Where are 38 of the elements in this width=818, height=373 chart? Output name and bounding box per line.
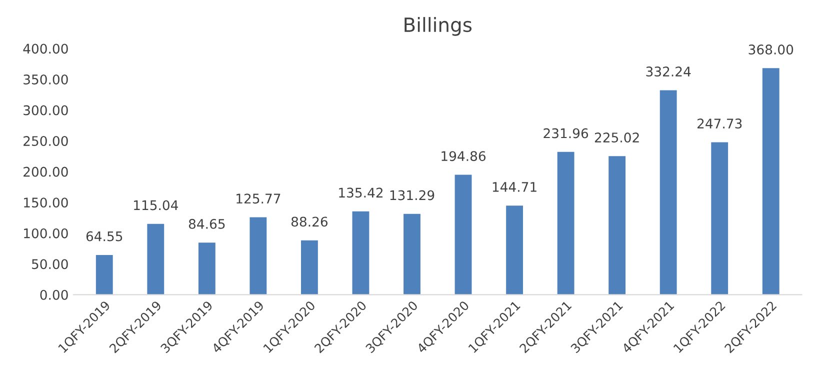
data-label: 88.26 — [291, 216, 328, 227]
y-tick-label: 250.00 — [24, 136, 68, 146]
data-label: 368.00 — [748, 44, 794, 55]
bar — [404, 214, 420, 295]
y-tick-label: 100.00 — [24, 228, 68, 238]
y-tick-label: 50.00 — [32, 259, 68, 270]
data-label: 84.65 — [188, 218, 225, 229]
bar — [506, 206, 523, 295]
bar — [454, 174, 472, 295]
data-label: 231.96 — [544, 128, 588, 138]
data-label: 332.24 — [646, 66, 691, 77]
data-label: 64.55 — [86, 231, 122, 242]
data-label: 131.29 — [390, 190, 434, 200]
data-label: 225.02 — [594, 132, 639, 143]
data-label: 247.73 — [697, 118, 742, 129]
bar — [557, 152, 574, 295]
bar — [711, 142, 728, 295]
y-tick-label: 350.00 — [24, 74, 68, 84]
bar — [147, 224, 164, 295]
y-tick-label: 200.00 — [24, 166, 68, 177]
bar — [198, 242, 216, 295]
bar — [301, 240, 318, 295]
data-label: 125.77 — [236, 194, 280, 204]
bar — [96, 254, 113, 295]
bar — [250, 217, 267, 295]
y-tick-label: 0.00 — [40, 290, 68, 300]
y-tick-label: 300.00 — [24, 105, 68, 116]
data-label: 135.42 — [339, 188, 382, 198]
bar — [660, 90, 677, 295]
data-label: 115.04 — [134, 200, 178, 210]
bar — [352, 211, 370, 295]
chart-title: Billings — [404, 17, 472, 36]
data-label: 194.86 — [442, 151, 486, 162]
bar — [762, 68, 780, 295]
y-tick-label: 400.00 — [23, 44, 68, 54]
data-label: 144.71 — [492, 182, 536, 192]
y-tick-label: 150.00 — [24, 198, 68, 208]
bar — [608, 156, 626, 295]
